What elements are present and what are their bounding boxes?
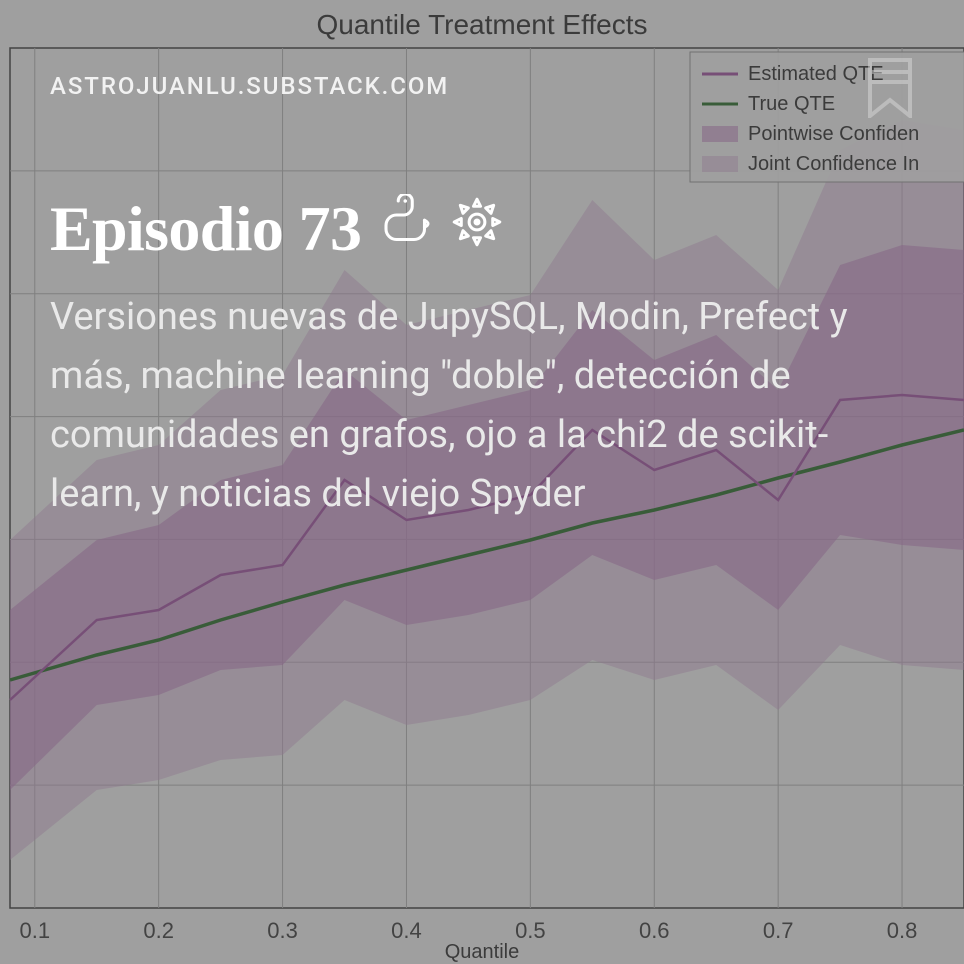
card-content: ASTROJUANLU.SUBSTACK.COM Episodio 73 bbox=[50, 72, 914, 524]
post-title-row: Episodio 73 bbox=[50, 192, 914, 266]
source-domain: ASTROJUANLU.SUBSTACK.COM bbox=[50, 72, 914, 100]
svg-text:0.2: 0.2 bbox=[143, 918, 174, 943]
svg-text:0.5: 0.5 bbox=[515, 918, 546, 943]
title-emoji-group bbox=[379, 192, 505, 266]
snake-icon bbox=[379, 192, 435, 266]
gear-icon bbox=[449, 192, 505, 266]
svg-text:Quantile Treatment Effects: Quantile Treatment Effects bbox=[317, 9, 648, 40]
svg-text:Quantile: Quantile bbox=[445, 941, 520, 963]
post-title: Episodio 73 bbox=[50, 192, 361, 266]
svg-text:0.8: 0.8 bbox=[887, 918, 918, 943]
svg-text:0.6: 0.6 bbox=[639, 918, 670, 943]
svg-text:0.7: 0.7 bbox=[763, 918, 794, 943]
svg-text:0.3: 0.3 bbox=[267, 918, 298, 943]
svg-text:0.4: 0.4 bbox=[391, 918, 422, 943]
post-subtitle: Versiones nuevas de JupySQL, Modin, Pref… bbox=[50, 288, 880, 524]
svg-text:0.1: 0.1 bbox=[19, 918, 50, 943]
